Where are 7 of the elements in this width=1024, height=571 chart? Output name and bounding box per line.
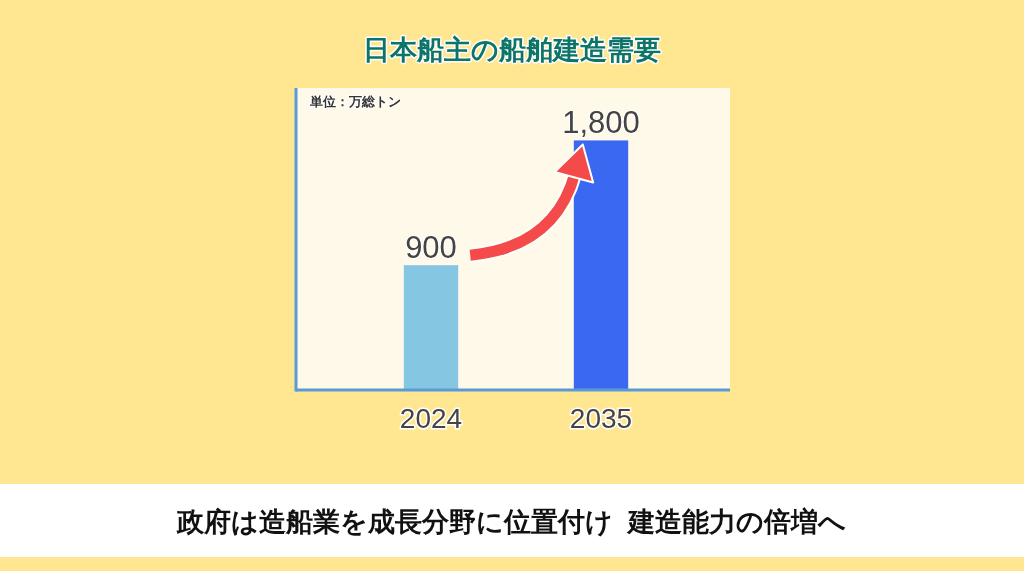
x-tick-label: 2035 bbox=[569, 403, 633, 434]
data-label: 1,800 bbox=[562, 105, 640, 141]
x-tick-label: 2024 bbox=[399, 403, 463, 434]
chart-title: 日本船主の船舶建造需要 bbox=[363, 35, 661, 65]
text: 政府は造船業を成長分野に位置付け 建造能力の倍増へ bbox=[176, 507, 847, 537]
y-axis-title: 単位：万総トン bbox=[309, 94, 401, 109]
data-label: 900 bbox=[405, 230, 457, 266]
